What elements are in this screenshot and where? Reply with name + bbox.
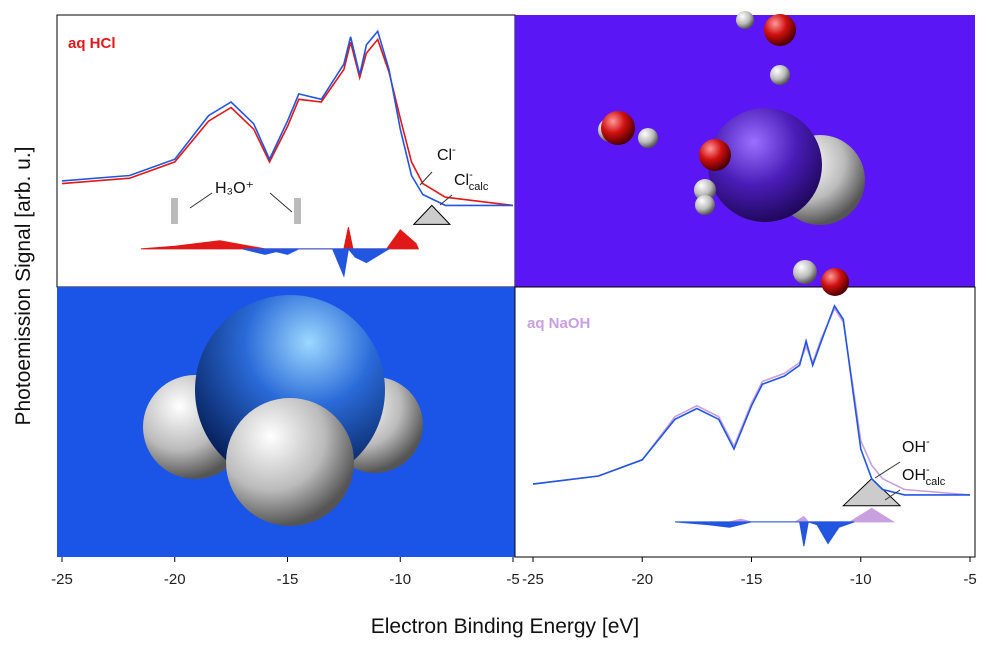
annotation: H₃O⁺ [215,180,254,197]
x-tick-label: -10 [389,571,411,588]
x-tick-label: -10 [850,571,872,588]
annotation-sup: - [926,464,930,476]
x-tick-label: -15 [277,571,299,588]
annotation-sup: - [452,144,456,156]
annotation-sup: - [469,169,473,181]
annotation-text: OH [902,439,926,456]
figure: Electron Binding Energy [eV] Photoemissi… [0,0,989,644]
x-tick-label: -5 [506,571,519,588]
annotation-sub: calc [926,476,946,488]
annotation-text: Cl [437,147,452,164]
x-axis-label: Electron Binding Energy [eV] [371,615,640,638]
annotation-sub: calc [469,181,489,193]
annotation-text: H₃O⁺ [215,180,254,197]
y-axis-label: Photoemission Signal [arb. u.] [12,147,35,426]
x-tick-label: -5 [963,571,976,588]
x-tick-label: -20 [164,571,186,588]
x-tick-label: -15 [741,571,763,588]
chart-title: aq HCl [68,35,116,52]
x-tick-label: -20 [631,571,653,588]
x-tick-label: -25 [51,571,73,588]
chart-title: aq NaOH [527,315,590,332]
x-tick-label: -25 [522,571,544,588]
annotation-text: OH [902,467,926,484]
annotation-sup: - [926,436,930,448]
annotation-text: Cl [454,172,469,189]
annotation: OH- [902,436,930,456]
